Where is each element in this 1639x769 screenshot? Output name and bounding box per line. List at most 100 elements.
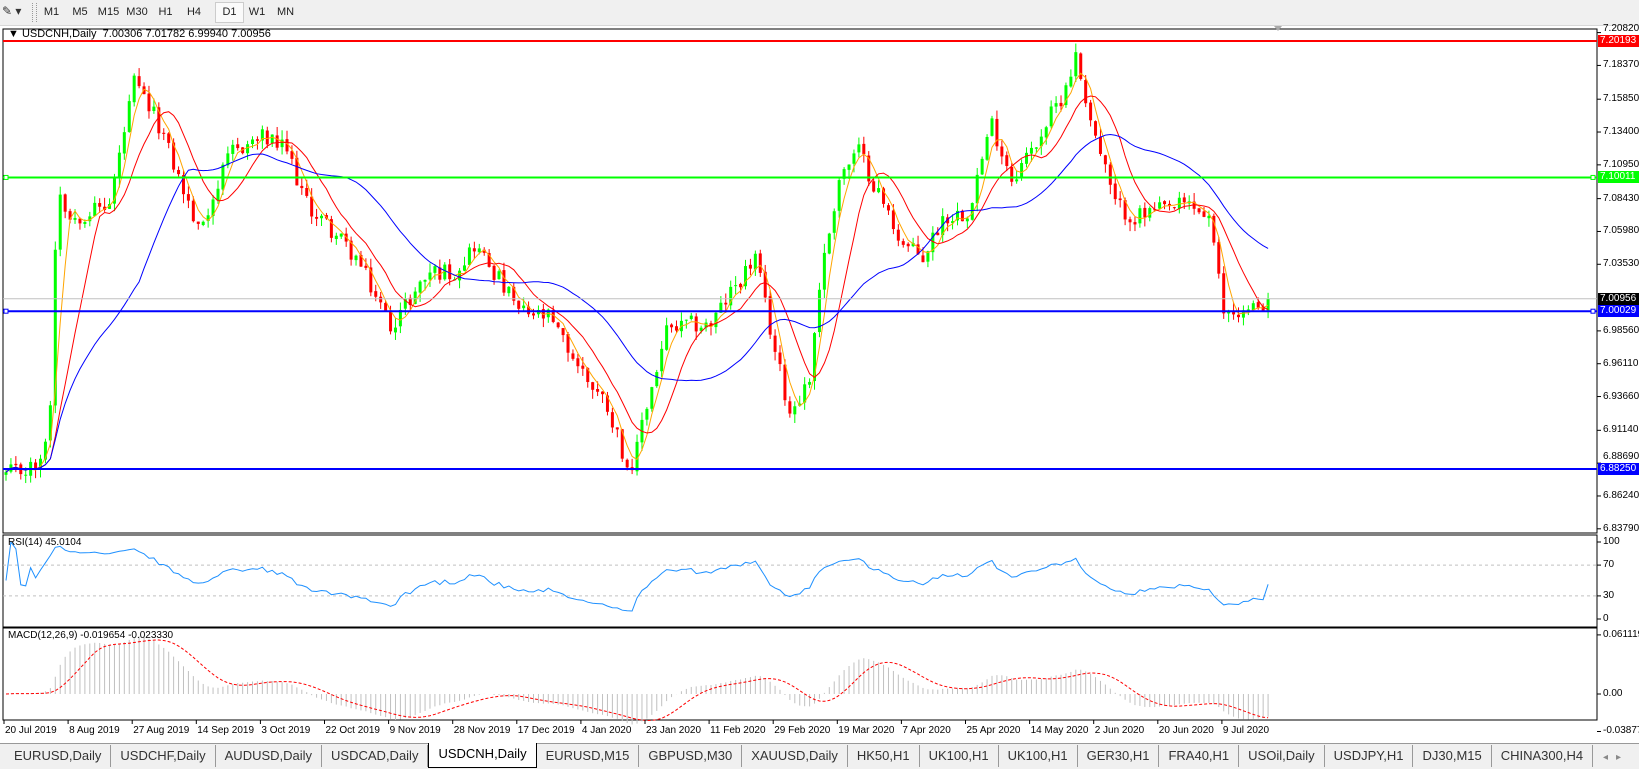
date-tick-label: 22 Oct 2019 (325, 725, 380, 736)
candle-body (867, 155, 871, 182)
candle-body (305, 187, 309, 196)
candle-body (1020, 163, 1024, 179)
date-tick-label: 20 Jun 2020 (1158, 725, 1214, 736)
candle-body (310, 196, 314, 217)
rsi-pane-frame (2, 534, 1598, 628)
candle-body (916, 244, 920, 255)
candle-body (127, 101, 131, 132)
timeframe-m30[interactable]: M30 (126, 6, 148, 18)
candle-body (620, 429, 624, 459)
chart-tab[interactable]: XAUUSD,Daily (742, 745, 848, 767)
candle-body (398, 309, 402, 327)
candle-body (975, 174, 979, 204)
candle-body (24, 474, 28, 476)
candle-body (354, 255, 358, 261)
candle-body (1074, 52, 1078, 77)
price-line-label: 7.20193 (1598, 35, 1639, 47)
candle-body (191, 200, 195, 222)
candle-body (1118, 198, 1122, 201)
candle-body (852, 153, 856, 164)
chart-tab[interactable]: FRA40,H1 (1159, 745, 1240, 767)
candle-body (901, 241, 905, 245)
candle-body (729, 286, 733, 306)
ohlc-values: 7.00306 7.01782 6.99940 7.00956 (102, 28, 271, 40)
candle-body (684, 319, 688, 321)
chart-tab[interactable]: DJ30,M15 (1413, 745, 1492, 767)
candle-body (951, 221, 955, 224)
candle-body (4, 472, 8, 475)
timeframe-m1[interactable]: M1 (43, 6, 60, 18)
candle-body (803, 384, 807, 403)
candle-body (280, 139, 284, 148)
candle-body (58, 194, 62, 250)
candle-body (551, 310, 555, 322)
candle-body (532, 313, 536, 316)
date-tick-label: 9 Jul 2020 (1222, 725, 1270, 736)
timeframe-m5[interactable]: M5 (72, 6, 88, 18)
candle-body (39, 458, 43, 470)
timeframe-d1[interactable]: D1 (215, 2, 244, 23)
date-tick-label: 14 May 2020 (1030, 725, 1089, 736)
collapse-triangle-icon[interactable]: ▼ (8, 28, 19, 40)
timeframe-m15[interactable]: M15 (97, 6, 120, 18)
candle-body (132, 75, 136, 103)
chart-tab[interactable]: USDCAD,Daily (322, 745, 429, 767)
date-tick-label: 27 Aug 2019 (133, 725, 190, 736)
chart-tab[interactable]: GBPUSD,M30 (639, 745, 743, 767)
candle-body (251, 139, 254, 144)
candle-body (576, 358, 580, 367)
candle-body (211, 199, 215, 217)
chart-tab[interactable]: CHINA300,H4 (1492, 745, 1594, 767)
candle-body (270, 134, 274, 144)
candle-body (1108, 164, 1112, 185)
chart-tab[interactable]: USOil,Daily (1239, 745, 1325, 767)
price-tick-label: 6.91140 (1603, 424, 1639, 436)
tab-scroll-arrows[interactable]: ◂▸ (1602, 752, 1629, 763)
candle-body (1138, 208, 1142, 224)
toolbar-grip[interactable] (32, 3, 37, 22)
candle-body (566, 334, 570, 353)
chart-tab[interactable]: USDCHF,Daily (111, 745, 216, 767)
candle-body (157, 107, 161, 134)
candle-body (936, 232, 940, 236)
date-tick-label: 29 Feb 2020 (774, 725, 831, 736)
timeframe-mn[interactable]: MN (276, 6, 295, 18)
timeframe-w1[interactable]: W1 (248, 6, 266, 18)
chart-tabs-bar: EURUSD,Daily USDCHF,Daily AUDUSD,Daily USDC… (0, 743, 1639, 769)
timeframe-h1[interactable]: H1 (158, 6, 173, 18)
chart-window[interactable] (0, 0, 1639, 743)
candle-body (186, 194, 190, 201)
rsi-line (5, 540, 1269, 612)
candle-body (320, 215, 324, 219)
candle-body (1222, 273, 1226, 314)
chart-tab[interactable]: EURUSD,M15 (537, 745, 640, 767)
candle-body (369, 267, 373, 293)
candle-body (433, 266, 437, 273)
chart-tab[interactable]: USDJPY,H1 (1325, 745, 1414, 767)
timeframe-toolbar: ✎ ▾ M1 M5 M15 M30 H1 H4 D1 W1 MN (0, 0, 1639, 26)
price-tick-label: 7.18370 (1603, 59, 1639, 71)
candle-body (768, 296, 772, 335)
candle-body (1069, 76, 1073, 87)
candle-body (14, 463, 18, 466)
candle-body (467, 247, 471, 265)
candle-body (1143, 207, 1147, 218)
candle-body (1266, 298, 1270, 311)
chart-tab[interactable]: AUDUSD,Daily (216, 745, 323, 767)
date-tick-label: 11 Feb 2020 (710, 725, 766, 736)
candle-body (103, 206, 107, 210)
chart-tab[interactable]: UK100,H1 (999, 745, 1078, 767)
candle-body (1098, 136, 1102, 154)
chart-tab[interactable]: HK50,H1 (848, 745, 920, 767)
chart-tab[interactable]: EURUSD,Daily (5, 745, 112, 767)
chart-tab[interactable]: GER30,H1 (1078, 745, 1160, 767)
candle-body (517, 300, 521, 309)
candle-body (1094, 121, 1098, 136)
chart-tab[interactable]: UK100,H1 (920, 745, 999, 767)
chart-tab[interactable]: USDCNH,Daily (428, 743, 537, 768)
candle-body (645, 408, 649, 420)
timeframe-h4[interactable]: H4 (186, 6, 202, 18)
drawing-tools-dropdown[interactable]: ✎ ▾ (2, 4, 28, 20)
price-tick-label: 6.98560 (1603, 324, 1639, 336)
candle-body (911, 243, 915, 247)
